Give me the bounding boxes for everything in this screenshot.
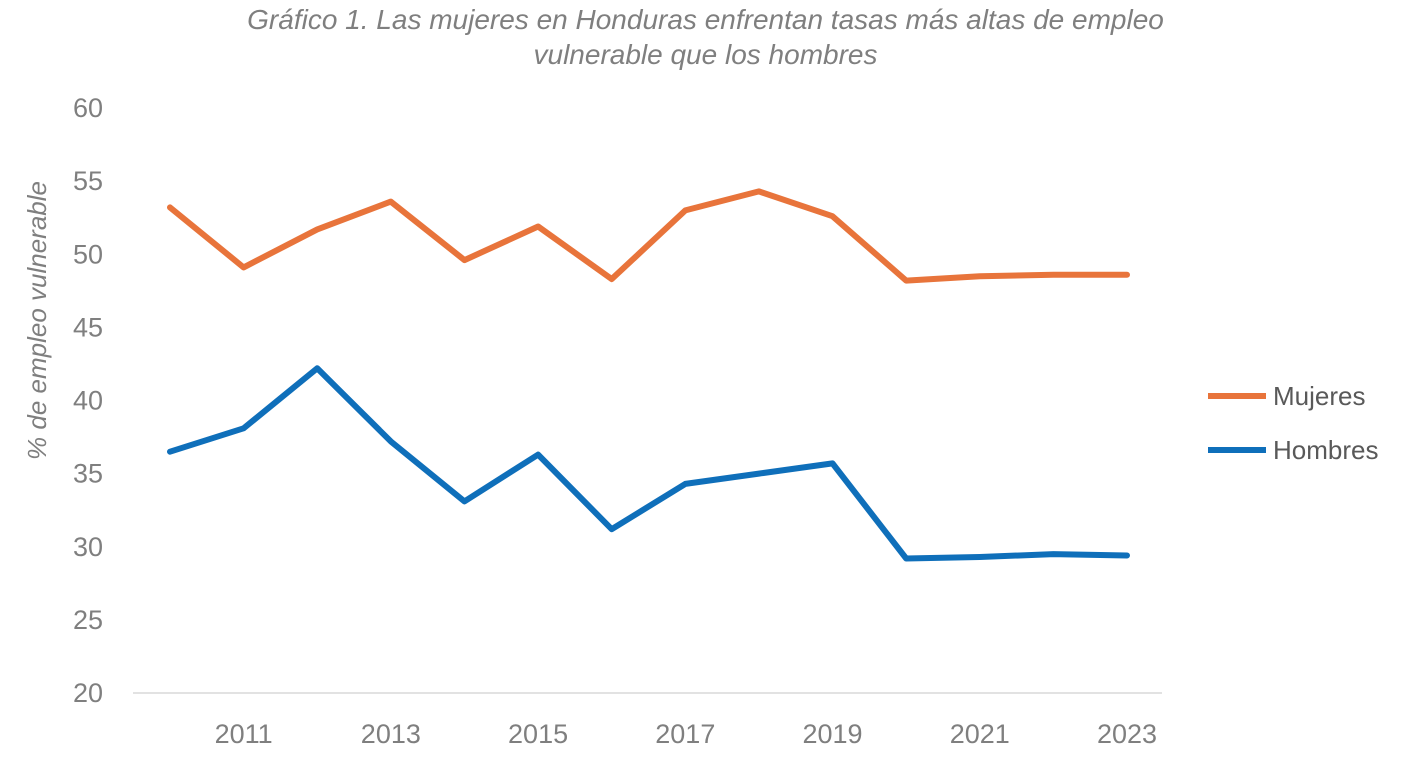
chart-title-line-1: Gráfico 1. Las mujeres en Honduras enfre… [247,4,1164,35]
y-tick-label: 20 [73,678,103,708]
x-tick-label: 2011 [215,719,273,749]
y-tick-label: 55 [73,166,103,196]
y-tick-label: 60 [73,93,103,123]
series-line-mujeres [167,188,1130,284]
chart-title-line-2: vulnerable que los hombres [533,39,878,70]
x-tick-label: 2013 [361,719,421,749]
series-line-hombres [167,365,1130,562]
y-axis-label: % de empleo vulnerable [22,181,52,460]
x-tick-label: 2023 [1097,719,1157,749]
y-tick-label: 50 [73,239,103,269]
y-tick-label: 40 [73,386,103,416]
chart-title: Gráfico 1. Las mujeres en Honduras enfre… [0,2,1411,72]
y-axis-ticks: 20 25 30 35 40 45 50 55 60 [73,93,103,708]
x-tick-label: 2021 [950,719,1010,749]
legend: Mujeres Hombres [1208,381,1378,465]
series-lines [167,188,1130,562]
x-axis-ticks: 2011 2013 2015 2017 2019 2021 2023 [215,719,1157,749]
y-tick-label: 35 [73,459,103,489]
x-tick-label: 2015 [508,719,568,749]
legend-label-hombres: Hombres [1273,435,1378,465]
x-tick-label: 2017 [655,719,715,749]
y-tick-label: 45 [73,312,103,342]
y-tick-label: 30 [73,532,103,562]
y-tick-label: 25 [73,605,103,635]
legend-label-mujeres: Mujeres [1273,381,1365,411]
x-tick-label: 2019 [802,719,862,749]
